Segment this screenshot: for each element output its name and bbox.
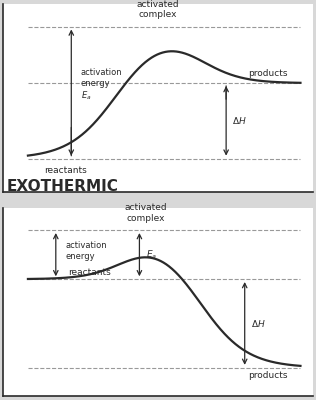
Text: EXOTHERMIC: EXOTHERMIC bbox=[6, 179, 118, 194]
Text: activation
energy
$E_a$: activation energy $E_a$ bbox=[81, 68, 122, 102]
Text: products: products bbox=[248, 68, 287, 78]
Text: $\Delta H$: $\Delta H$ bbox=[251, 318, 265, 329]
Text: reactants: reactants bbox=[44, 166, 87, 175]
Text: reaction pathway: reaction pathway bbox=[121, 208, 195, 216]
Text: activated
complex: activated complex bbox=[137, 0, 179, 19]
Text: $\Delta H$: $\Delta H$ bbox=[232, 115, 247, 126]
Text: activated
complex: activated complex bbox=[124, 203, 167, 223]
Text: activation
energy: activation energy bbox=[65, 241, 107, 260]
Text: products: products bbox=[248, 372, 287, 380]
Text: reactants: reactants bbox=[69, 268, 111, 277]
Text: $E_a$: $E_a$ bbox=[146, 248, 157, 261]
